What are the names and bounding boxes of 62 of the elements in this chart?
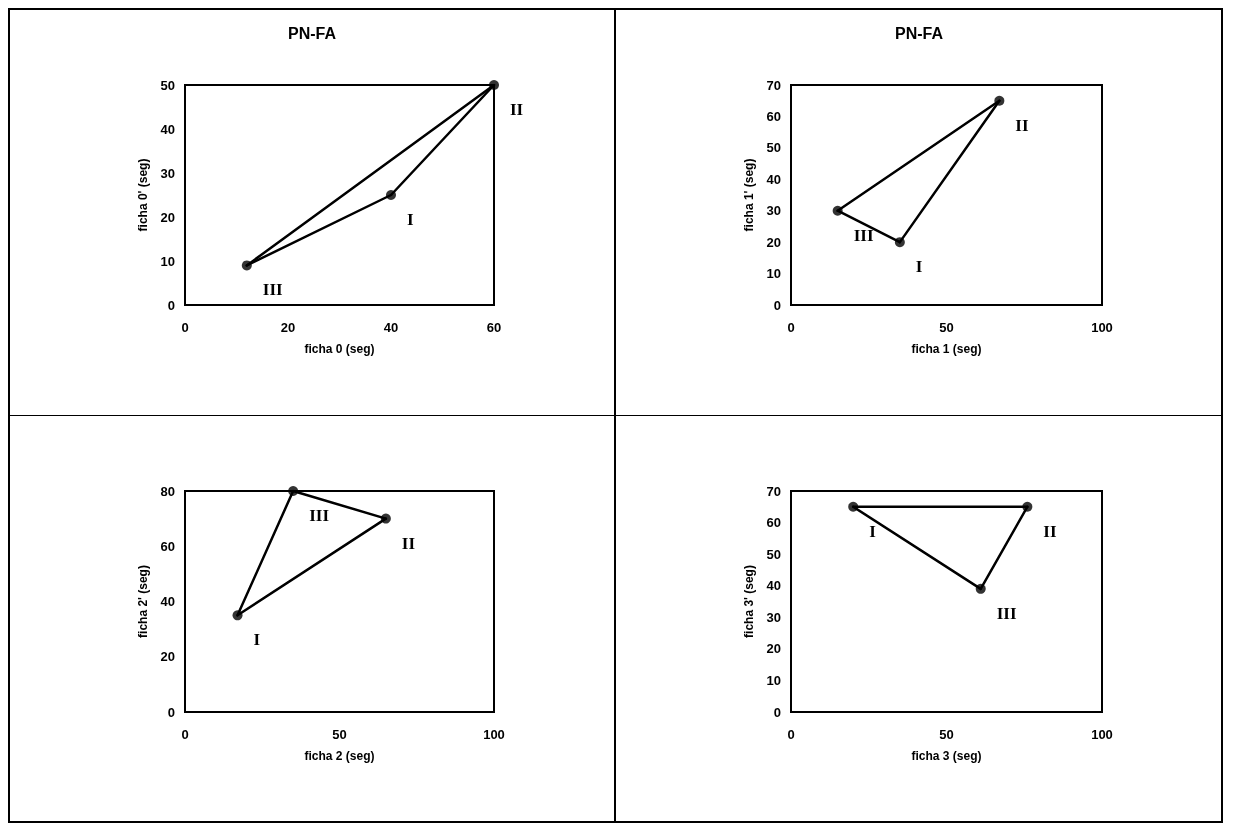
y-tick-label: 40: [160, 593, 175, 609]
annotation: I: [253, 629, 261, 649]
y-tick-label: 70: [766, 77, 781, 93]
x-tick-label: 0: [181, 320, 189, 335]
y-tick-label: 60: [766, 514, 781, 530]
annotation: III: [309, 505, 330, 525]
x-tick-label: 0: [786, 320, 795, 335]
y-tick-label: 0: [167, 704, 175, 719]
y-axis-title: ficha 0' (seg): [136, 158, 150, 232]
x-tick-label: 0: [181, 726, 189, 742]
annotation: II: [1014, 115, 1029, 135]
annotation: II: [510, 100, 524, 119]
chart-title: PN-FA: [288, 24, 337, 42]
x-axis-title: ficha 0 (seg): [304, 342, 375, 356]
annotation: III: [996, 603, 1017, 623]
x-tick-label: 100: [483, 726, 505, 742]
annotation: II: [401, 533, 416, 553]
x-tick-label: 20: [280, 320, 296, 335]
y-tick-label: 50: [766, 546, 781, 562]
y-tick-label: 40: [766, 171, 781, 187]
x-tick-label: 50: [938, 726, 954, 742]
x-tick-label: 100: [1090, 726, 1113, 742]
annotation: I: [868, 521, 876, 541]
y-tick-label: 60: [766, 108, 781, 124]
y-tick-label: 70: [766, 483, 781, 498]
x-tick-label: 40: [383, 320, 399, 335]
x-tick-label: 50: [332, 726, 347, 742]
y-tick-label: 50: [766, 140, 781, 156]
y-tick-label: 30: [766, 609, 781, 625]
y-tick-label: 10: [766, 266, 781, 282]
x-tick-label: 100: [1090, 320, 1113, 335]
y-tick-label: 50: [160, 77, 175, 93]
x-axis-title: ficha 2 (seg): [304, 748, 375, 763]
annotation: III: [853, 225, 874, 245]
y-tick-label: 10: [766, 672, 781, 688]
y-axis-title: ficha 2' (seg): [136, 564, 150, 638]
y-tick-label: 20: [766, 640, 781, 656]
annotation: III: [262, 280, 284, 300]
annotation: I: [915, 257, 923, 277]
y-tick-label: 0: [167, 297, 175, 313]
y-tick-label: 10: [160, 253, 175, 269]
y-tick-label: 30: [766, 203, 781, 219]
annotation: II: [1042, 521, 1057, 541]
y-tick-label: 80: [160, 483, 175, 498]
y-axis-title: ficha 1' (seg): [741, 158, 756, 232]
x-axis-title: ficha 3 (seg): [910, 748, 982, 763]
y-tick-label: 20: [160, 648, 175, 664]
y-axis-title: ficha 3' (seg): [741, 564, 756, 638]
x-axis-title: ficha 1 (seg): [910, 342, 982, 356]
y-tick-label: 20: [160, 209, 175, 225]
annotation: I: [407, 210, 414, 229]
y-tick-label: 0: [773, 297, 781, 313]
y-tick-label: 30: [160, 165, 175, 181]
x-tick-label: 50: [938, 320, 954, 335]
y-tick-label: 60: [160, 538, 175, 554]
y-tick-label: 0: [773, 704, 781, 719]
y-tick-label: 40: [160, 121, 175, 137]
y-tick-label: 20: [766, 234, 781, 250]
y-tick-label: 40: [766, 577, 781, 593]
chart-title: PN-FA: [894, 24, 943, 42]
x-tick-label: 60: [486, 320, 502, 335]
x-tick-label: 0: [786, 726, 795, 742]
